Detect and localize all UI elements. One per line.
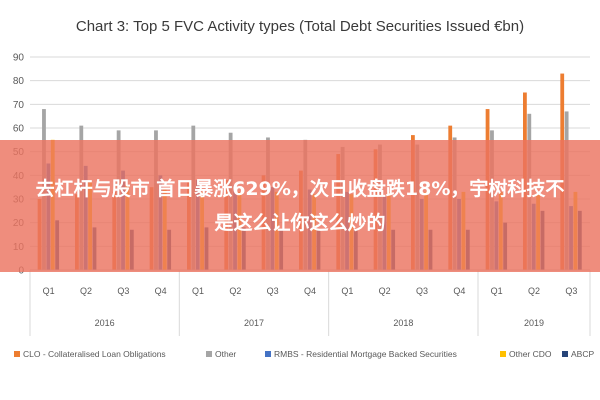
legend-label: CLO - Collateralised Loan Obligations bbox=[23, 349, 166, 359]
x-axis: Q1 Q2 Q3 Q4 Q1 Q2 Q3 Q4 Q1 Q2 Q3 Q4 Q1 Q2 Q3 2016 2017 20… bbox=[29, 269, 591, 336]
x-tick-label: Q2 bbox=[80, 286, 92, 296]
x-tick-label: Q1 bbox=[43, 286, 55, 296]
x-tick-label: Q3 bbox=[565, 286, 577, 296]
y-tick-label: 60 bbox=[13, 124, 25, 135]
x-tick-label: Q4 bbox=[453, 286, 465, 296]
x-tick-label: Q3 bbox=[117, 286, 129, 296]
x-tick-label: Q1 bbox=[341, 286, 353, 296]
chart-title: Chart 3: Top 5 FVC Activity types (Total… bbox=[76, 18, 524, 35]
y-tick-label: 90 bbox=[13, 53, 25, 64]
y-tick-label: 70 bbox=[13, 100, 25, 111]
legend-swatch bbox=[500, 351, 506, 357]
legend-swatch bbox=[206, 351, 212, 357]
year-label: 2016 bbox=[95, 318, 115, 328]
legend-swatch bbox=[265, 351, 271, 357]
year-label: 2019 bbox=[524, 318, 544, 328]
x-tick-label: Q3 bbox=[416, 286, 428, 296]
x-tick-label: Q1 bbox=[192, 286, 204, 296]
legend-swatch bbox=[562, 351, 568, 357]
x-tick-label: Q3 bbox=[267, 286, 279, 296]
legend: CLO - Collateralised Loan Obligations Oth… bbox=[14, 349, 594, 359]
legend-label: RMBS - Residential Mortgage Backed Secur… bbox=[274, 349, 457, 359]
legend-swatch bbox=[14, 351, 20, 357]
x-tick-label: Q2 bbox=[379, 286, 391, 296]
legend-label: Other CDO bbox=[509, 349, 552, 359]
x-tick-label: Q2 bbox=[229, 286, 241, 296]
year-label: 2017 bbox=[244, 318, 264, 328]
headline-text[interactable]: 去杠杆与股市 首日暴涨629%，次日收盘跌18%，宇树科技不是这么让你这么炒的 bbox=[35, 178, 565, 234]
x-tick-label: Q4 bbox=[155, 286, 167, 296]
x-tick-label: Q2 bbox=[528, 286, 540, 296]
legend-label: Other bbox=[215, 349, 236, 359]
y-tick-label: 80 bbox=[13, 76, 25, 87]
legend-label: ABCP bbox=[571, 349, 594, 359]
x-tick-label: Q4 bbox=[304, 286, 316, 296]
year-label: 2018 bbox=[393, 318, 413, 328]
headline-banner[interactable]: 去杠杆与股市 首日暴涨629%，次日收盘跌18%，宇树科技不是这么让你这么炒的 bbox=[0, 140, 600, 272]
x-tick-label: Q1 bbox=[491, 286, 503, 296]
